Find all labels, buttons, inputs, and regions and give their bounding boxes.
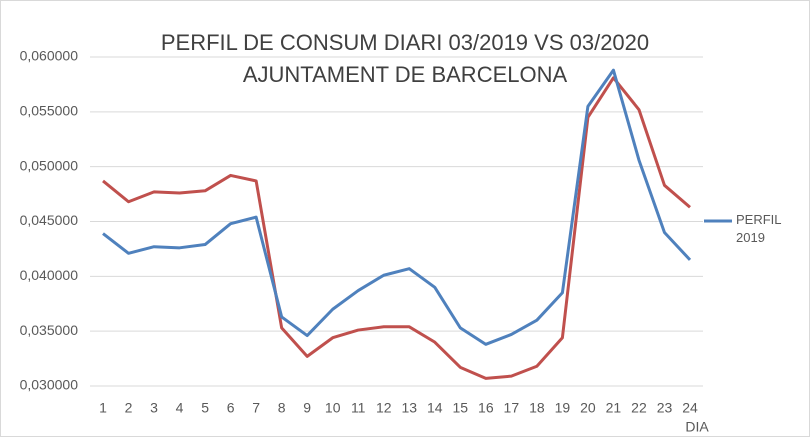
chart-subtitle: AJUNTAMENT DE BARCELONA (243, 62, 568, 87)
x-tick-label: 4 (176, 400, 184, 416)
x-tick-label: 8 (278, 400, 286, 416)
x-tick-label: 22 (631, 400, 647, 416)
x-tick-label: 6 (227, 400, 235, 416)
x-tick-label: 21 (606, 400, 622, 416)
x-tick-label: 18 (529, 400, 545, 416)
x-tick-label: 24 (682, 400, 698, 416)
x-tick-label: 11 (351, 400, 366, 416)
x-tick-label: 12 (376, 400, 392, 416)
series-line (102, 68, 692, 346)
x-tick-label: 5 (201, 400, 209, 416)
y-tick-label: 0,050000 (20, 157, 79, 173)
x-tick-label: 10 (325, 400, 341, 416)
x-tick-label: 19 (555, 400, 571, 416)
x-tick-label: 23 (657, 400, 673, 416)
legend-label: PERFIL 2019 (736, 212, 782, 245)
y-tick-label: 0,055000 (20, 103, 79, 119)
y-tick-label: 0,060000 (20, 48, 79, 64)
x-tick-label: 17 (504, 400, 520, 416)
x-tick-label: 13 (401, 400, 417, 416)
x-tick-label: 15 (453, 400, 469, 416)
x-tick-label: 3 (150, 400, 158, 416)
x-tick-label: 9 (303, 400, 311, 416)
x-axis-label: DIA (685, 419, 709, 435)
chart-title: PERFIL DE CONSUM DIARI 03/2019 VS 03/202… (161, 30, 649, 55)
y-tick-label: 0,040000 (20, 267, 79, 283)
x-tick-label: 7 (252, 400, 260, 416)
x-tick-label: 14 (427, 400, 443, 416)
x-tick-label: 1 (99, 400, 107, 416)
y-tick-label: 0,030000 (20, 377, 79, 393)
series-line (102, 76, 691, 380)
y-tick-label: 0,045000 (20, 212, 79, 228)
x-tick-label: 20 (580, 400, 596, 416)
x-tick-label: 16 (478, 400, 494, 416)
y-tick-label: 0,035000 (20, 322, 79, 338)
x-tick-label: 2 (125, 400, 133, 416)
